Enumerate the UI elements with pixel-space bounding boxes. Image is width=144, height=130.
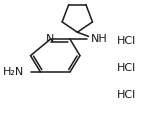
- Text: HCl: HCl: [117, 90, 136, 100]
- Text: NH: NH: [91, 34, 108, 44]
- Text: H₂N: H₂N: [3, 67, 24, 77]
- Text: HCl: HCl: [117, 63, 136, 73]
- Text: N: N: [46, 34, 54, 44]
- Text: HCl: HCl: [117, 36, 136, 46]
